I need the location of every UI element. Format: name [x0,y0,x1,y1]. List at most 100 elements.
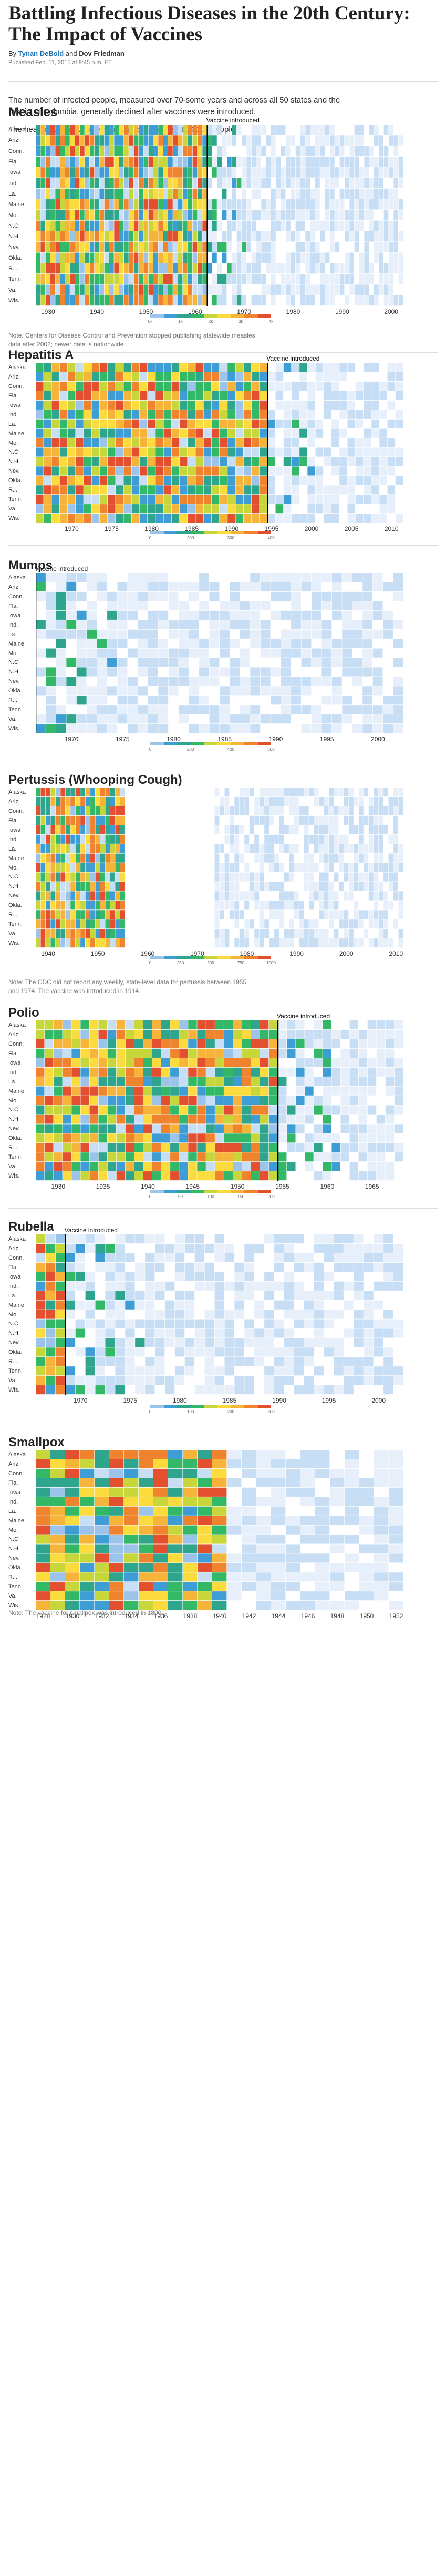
heatmap-cell[interactable] [266,263,271,274]
heatmap-cell[interactable] [398,853,403,863]
heatmap-cell[interactable] [261,199,266,210]
heatmap-cell[interactable] [206,1020,215,1030]
heatmap-cell[interactable] [124,1468,139,1478]
heatmap-cell[interactable] [158,135,163,146]
heatmap-cell[interactable] [287,1020,296,1030]
heatmap-cell[interactable] [163,363,172,372]
heatmap-cell[interactable] [212,1535,227,1544]
heatmap-cell[interactable] [314,1300,324,1310]
heatmap-cell[interactable] [204,1281,214,1291]
heatmap-cell[interactable] [277,1105,287,1115]
heatmap-cell[interactable] [224,1152,233,1162]
heatmap-cell[interactable] [109,1572,124,1582]
heatmap-cell[interactable] [260,1124,269,1133]
heatmap-cell[interactable] [330,1535,345,1544]
heatmap-cell[interactable] [224,1281,234,1291]
heatmap-cell[interactable] [95,901,100,910]
heatmap-cell[interactable] [286,135,291,146]
heatmap-cell[interactable] [188,1039,197,1049]
heatmap-cell[interactable] [124,252,129,263]
heatmap-cell[interactable] [60,263,65,274]
heatmap-cell[interactable] [153,1497,168,1506]
heatmap-cell[interactable] [267,428,275,438]
heatmap-cell[interactable] [214,1272,224,1281]
heatmap-cell[interactable] [120,872,125,882]
heatmap-cell[interactable] [110,863,115,872]
heatmap-cell[interactable] [364,1243,374,1253]
heatmap-cell[interactable] [354,284,359,295]
heatmap-cell[interactable] [133,274,139,284]
heatmap-cell[interactable] [244,1385,254,1395]
heatmap-cell[interactable] [75,1376,85,1385]
heatmap-cell[interactable] [148,457,155,466]
heatmap-cell[interactable] [55,806,60,816]
heatmap-cell[interactable] [331,419,339,428]
heatmap-cell[interactable] [371,447,379,457]
heatmap-cell[interactable] [398,199,403,210]
heatmap-cell[interactable] [89,1067,98,1077]
heatmap-cell[interactable] [116,495,123,504]
heatmap-cell[interactable] [235,372,244,382]
heatmap-cell[interactable] [45,135,50,146]
heatmap-cell[interactable] [120,806,125,816]
heatmap-cell[interactable] [119,231,124,242]
heatmap-cell[interactable] [50,1468,65,1478]
heatmap-cell[interactable] [134,1096,143,1105]
heatmap-cell[interactable] [227,1563,242,1572]
heatmap-cell[interactable] [256,1572,271,1582]
heatmap-cell[interactable] [125,1133,134,1143]
heatmap-cell[interactable] [90,844,95,853]
heatmap-cell[interactable] [398,167,403,178]
heatmap-cell[interactable] [192,220,198,231]
heatmap-cell[interactable] [138,724,148,733]
heatmap-cell[interactable] [70,167,75,178]
heatmap-cell[interactable] [266,178,271,188]
heatmap-cell[interactable] [75,901,80,910]
heatmap-cell[interactable] [214,1291,224,1300]
heatmap-cell[interactable] [105,882,110,891]
heatmap-cell[interactable] [300,178,305,188]
heatmap-cell[interactable] [75,263,80,274]
heatmap-cell[interactable] [212,252,217,263]
heatmap-cell[interactable] [67,504,76,514]
heatmap-cell[interactable] [183,1535,198,1544]
heatmap-cell[interactable] [261,231,266,242]
heatmap-cell[interactable] [214,1300,224,1310]
heatmap-cell[interactable] [251,252,256,263]
heatmap-cell[interactable] [271,1582,286,1591]
heatmap-cell[interactable] [184,1300,195,1310]
heatmap-cell[interactable] [323,400,331,410]
heatmap-cell[interactable] [173,210,178,220]
heatmap-cell[interactable] [251,1048,260,1058]
heatmap-cell[interactable] [261,252,266,263]
heatmap-cell[interactable] [124,1563,139,1572]
heatmap-cell[interactable] [354,1310,364,1319]
heatmap-cell[interactable] [315,220,320,231]
heatmap-cell[interactable] [222,274,227,284]
heatmap-cell[interactable] [214,1366,224,1376]
heatmap-cell[interactable] [354,919,359,929]
heatmap-cell[interactable] [369,156,374,167]
heatmap-cell[interactable] [67,514,76,523]
heatmap-cell[interactable] [383,929,389,938]
heatmap-cell[interactable] [260,1029,269,1039]
heatmap-cell[interactable] [259,938,264,948]
heatmap-cell[interactable] [256,125,261,135]
heatmap-cell[interactable] [168,1553,183,1563]
heatmap-cell[interactable] [188,457,195,466]
heatmap-cell[interactable] [236,263,242,274]
heatmap-cell[interactable] [367,1152,377,1162]
heatmap-cell[interactable] [65,146,70,157]
heatmap-cell[interactable] [378,938,383,948]
heatmap-cell[interactable] [256,167,261,178]
heatmap-cell[interactable] [329,901,334,910]
heatmap-cell[interactable] [65,1243,76,1253]
heatmap-cell[interactable] [264,1291,274,1300]
heatmap-cell[interactable] [135,1385,145,1395]
heatmap-cell[interactable] [80,1086,89,1096]
heatmap-cell[interactable] [183,125,188,135]
heatmap-cell[interactable] [224,1029,233,1039]
heatmap-cell[interactable] [80,938,85,948]
heatmap-cell[interactable] [251,391,260,400]
heatmap-cell[interactable] [178,242,183,252]
